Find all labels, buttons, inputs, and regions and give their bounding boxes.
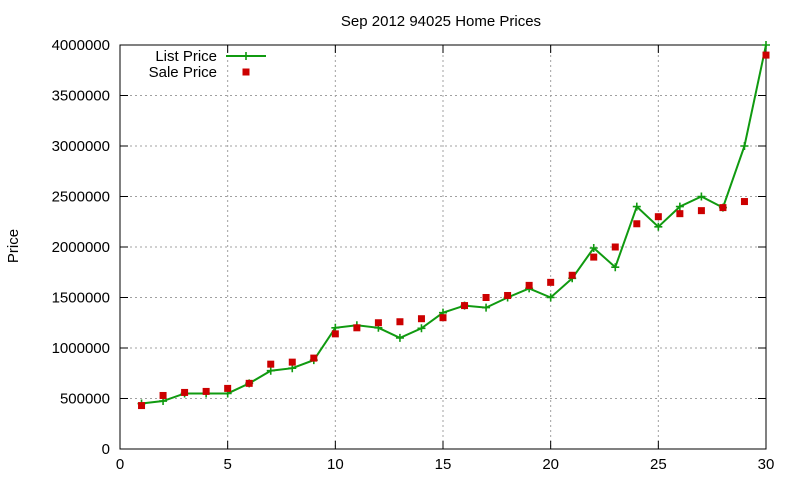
sale-price-point (202, 387, 210, 395)
sale-price-point (353, 324, 361, 332)
grid-lines (120, 45, 766, 449)
series-sale-price (138, 51, 770, 410)
sale-price-point (697, 207, 705, 215)
x-tick-label: 15 (435, 456, 452, 473)
x-tick-label: 5 (223, 456, 231, 473)
list-price-point (589, 244, 598, 253)
list-price-point (417, 324, 426, 333)
sale-price-point (417, 315, 425, 323)
sale-price-point (461, 302, 469, 310)
list-price-point (697, 192, 706, 201)
sale-price-point (568, 271, 576, 279)
sale-price-point (439, 314, 447, 322)
series-layer (137, 41, 770, 410)
sale-price-point (590, 253, 598, 261)
series-line (141, 44, 767, 405)
y-tick-label: 2500000 (52, 189, 110, 206)
list-price-point (740, 142, 749, 150)
sale-price-point (611, 243, 619, 251)
sale-price-point (504, 291, 512, 299)
y-tick-label: 3000000 (52, 138, 110, 155)
chart-title: Sep 2012 94025 Home Prices (341, 13, 541, 30)
sale-price-point (310, 354, 318, 362)
list-price-point (762, 41, 770, 49)
list-price-point (266, 366, 275, 375)
list-price-point (654, 222, 663, 231)
y-tick-label: 1000000 (52, 340, 110, 357)
sale-price-point (181, 388, 189, 396)
x-tick-label: 30 (758, 456, 775, 473)
sale-price-point (288, 358, 296, 366)
y-tick-label: 4000000 (52, 37, 110, 54)
y-tick-label: 1500000 (52, 290, 110, 307)
list-price-point (632, 202, 641, 211)
legend-plus-marker (242, 52, 250, 60)
sale-price-point (224, 384, 232, 392)
sale-price-point (245, 379, 253, 387)
sale-price-point (374, 319, 382, 327)
legend-square-marker (242, 68, 250, 76)
sale-price-point (525, 281, 533, 289)
sale-price-point (396, 318, 404, 326)
sale-price-point (762, 51, 770, 59)
legend-label: Sale Price (149, 64, 217, 81)
sale-price-point (482, 294, 490, 301)
list-price-point (546, 293, 555, 302)
x-tick-label: 10 (327, 456, 344, 473)
sale-price-point (547, 278, 555, 286)
x-tick-label: 0 (116, 456, 124, 473)
sale-price-point (331, 330, 339, 338)
list-price-point (395, 333, 404, 342)
list-price-point (611, 263, 620, 272)
y-axis-label: Price (5, 229, 22, 263)
x-tick-label: 25 (650, 456, 667, 473)
sale-price-point (633, 220, 641, 228)
sale-price-point (138, 402, 146, 410)
y-tick-label: 3500000 (52, 88, 110, 105)
y-tick-label: 500000 (60, 391, 110, 408)
y-axis-ticks: 0 500000 1000000 1500000 2000000 2500000 30000… (52, 37, 766, 458)
sale-price-point (719, 204, 727, 212)
x-axis-ticks: 0 5 10 15 20 25 30 (116, 45, 775, 473)
x-tick-label: 20 (542, 456, 559, 473)
legend-label: List Price (155, 48, 217, 65)
list-price-point (675, 202, 684, 211)
sale-price-point (159, 391, 167, 399)
sale-price-point (676, 210, 684, 218)
sale-price-point (654, 213, 662, 221)
list-price-point (482, 303, 491, 312)
y-tick-label: 2000000 (52, 239, 110, 256)
sale-price-point (740, 198, 748, 206)
sale-price-point (267, 360, 275, 368)
y-tick-label: 0 (102, 441, 110, 458)
